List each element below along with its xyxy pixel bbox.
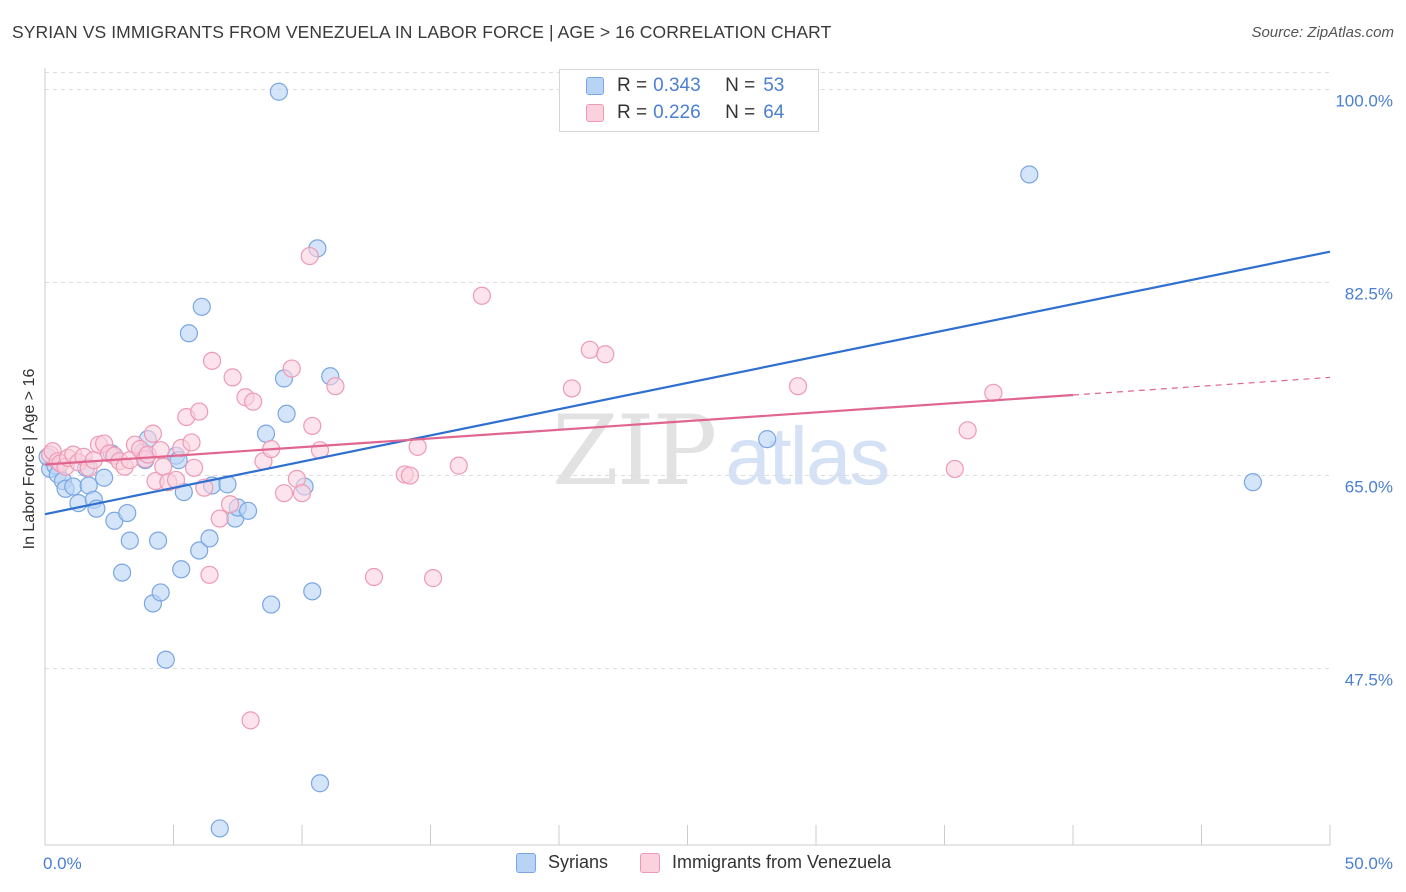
data-point (282, 359, 301, 378)
legend-swatch-syrians (516, 852, 536, 873)
data-point (300, 246, 319, 266)
data-point (210, 819, 229, 838)
legend-label-syrians: Syrians (548, 852, 609, 872)
series-legend: Syrians Immigrants from Venezuela (516, 852, 923, 873)
data-point (143, 424, 163, 443)
data-point (64, 477, 83, 496)
data-point (151, 583, 170, 602)
legend-swatch-venezuela (640, 852, 661, 873)
data-point (562, 379, 581, 398)
legend-swatch-syrians (586, 77, 604, 95)
legend-row-syrians: R = 0.343 N = 53 (586, 74, 784, 98)
data-point (472, 286, 491, 305)
legend-item-syrians[interactable]: Syrians (516, 852, 608, 873)
data-point (262, 595, 281, 614)
data-point (190, 402, 209, 421)
legend-r-value-syrians: 0.343 (653, 75, 701, 96)
data-point (244, 392, 263, 411)
watermark-zip: ZIP (552, 395, 717, 507)
data-point (118, 503, 137, 523)
legend-row-venezuela: R = 0.226 N = 64 (586, 101, 784, 125)
data-point (202, 351, 222, 370)
data-point (95, 468, 114, 487)
data-point (364, 567, 384, 587)
data-point (200, 565, 219, 584)
legend-label-venezuela: Immigrants from Venezuela (672, 852, 892, 872)
data-point (596, 345, 615, 364)
data-series (38, 82, 1263, 838)
legend-r-value-venezuela: 0.226 (653, 102, 701, 123)
trend-lines (44, 250, 1331, 516)
data-point (400, 466, 420, 485)
y-tick-label: 47.5% (1345, 671, 1393, 690)
legend-n-value-syrians: 53 (763, 75, 785, 96)
data-point (958, 421, 977, 440)
watermark-atlas: atlas (725, 411, 890, 502)
data-point (449, 456, 468, 475)
data-point (1020, 165, 1039, 184)
data-point (156, 650, 175, 669)
data-point (788, 377, 808, 396)
trend-line-syrians (44, 250, 1331, 516)
data-point (326, 377, 345, 396)
legend-swatch-venezuela (586, 104, 604, 122)
data-point (274, 484, 294, 503)
data-point (179, 324, 199, 343)
zipatlas-watermark: ZIP atlas (552, 395, 890, 507)
axis-labels: 100.0% 82.5% 65.0% 47.5% 0.0% 50.0% In Labor F… (21, 92, 1393, 873)
data-point (256, 424, 276, 443)
data-point (277, 404, 296, 423)
source-label: Source: ZipAtlas.com (1251, 24, 1394, 41)
data-point (310, 774, 330, 793)
data-point (1243, 473, 1263, 492)
data-point (423, 569, 443, 588)
data-point (238, 501, 258, 520)
x-tick-label: 50.0% (1345, 854, 1393, 873)
y-axis-label: In Labor Force | Age > 16 (21, 369, 38, 550)
axes (44, 68, 1331, 846)
data-point (408, 437, 427, 456)
data-point (303, 582, 322, 601)
data-point (292, 484, 312, 503)
legend-n-label: N = (725, 75, 756, 96)
y-tick-label: 65.0% (1345, 478, 1393, 497)
data-point (154, 457, 173, 476)
data-point (182, 433, 201, 452)
legend-n-label: N = (725, 102, 756, 123)
data-point (190, 541, 209, 560)
trend-line-venezuela (44, 393, 1074, 466)
legend-r-label: R = (617, 75, 648, 96)
legend-r-label: R = (617, 102, 648, 123)
y-tick-label: 100.0% (1335, 92, 1393, 111)
data-point (200, 529, 219, 548)
y-tick-label: 82.5% (1345, 285, 1393, 304)
data-point (984, 383, 1003, 402)
legend-item-venezuela[interactable]: Immigrants from Venezuela (640, 852, 891, 873)
legend-n-value-venezuela: 64 (763, 102, 785, 123)
data-point (945, 459, 964, 479)
x-tick-label: 0.0% (43, 854, 82, 873)
correlation-legend: R = 0.343 N = 53 R = 0.226 N = 64 (559, 69, 819, 132)
data-point (210, 509, 229, 528)
data-point (184, 458, 204, 477)
data-point (303, 416, 322, 436)
series-syrians (38, 82, 1263, 838)
data-point (241, 711, 260, 730)
data-point (223, 368, 242, 387)
data-point (269, 82, 288, 101)
data-point (112, 563, 132, 582)
data-point (192, 297, 211, 316)
data-point (220, 495, 240, 514)
data-point (120, 531, 139, 550)
data-point (172, 560, 191, 579)
data-point (758, 430, 777, 449)
chart-title: SYRIAN VS IMMIGRANTS FROM VENEZUELA IN L… (12, 22, 832, 42)
trend-line-extension (1072, 376, 1331, 396)
data-point (580, 340, 599, 359)
data-point (148, 531, 168, 550)
